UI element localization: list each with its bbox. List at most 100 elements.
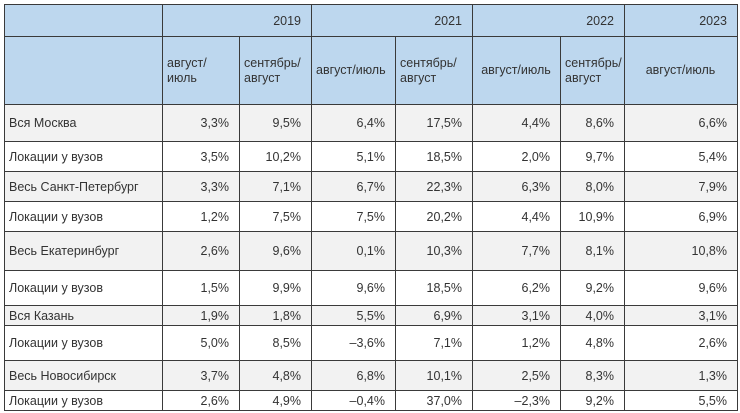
value-cell: 9,2% [560, 390, 625, 411]
value-cell: 4,4% [472, 104, 561, 142]
year-header-2019: 2019 [162, 4, 312, 37]
value-cell: 3,1% [624, 305, 738, 326]
value-cell: 22,3% [395, 171, 473, 202]
period-header: август/июль [624, 36, 738, 105]
row-label: Весь Санкт-Петербург [4, 171, 163, 202]
year-header-2023: 2023 [624, 4, 738, 37]
value-cell: 10,2% [239, 141, 312, 172]
value-cell: 1,2% [472, 325, 561, 361]
value-cell: 9,2% [560, 270, 625, 306]
row-label: Локации у вузов [4, 141, 163, 172]
rent-growth-table: 2019 2021 2022 2023 август/июль сентябрь… [4, 4, 738, 411]
value-cell: 3,1% [472, 305, 561, 326]
value-cell: 8,6% [560, 104, 625, 142]
value-cell: 7,7% [472, 231, 561, 271]
value-cell: 9,6% [624, 270, 738, 306]
table-row: Весь Санкт-Петербург 3,3% 7,1% 6,7% 22,3% 6,3… [4, 171, 738, 202]
value-cell: 3,3% [162, 171, 240, 202]
period-header: сентябрь/ август [560, 36, 625, 105]
value-cell: 9,5% [239, 104, 312, 142]
value-cell: 4,8% [560, 325, 625, 361]
value-cell: 10,9% [560, 201, 625, 232]
row-label-header [4, 36, 163, 105]
value-cell: 9,7% [560, 141, 625, 172]
row-label: Локации у вузов [4, 325, 163, 361]
value-cell: 3,3% [162, 104, 240, 142]
row-label: Весь Новосибирск [4, 360, 163, 391]
value-cell: 37,0% [395, 390, 473, 411]
value-cell: 9,9% [239, 270, 312, 306]
value-cell: 2,6% [162, 390, 240, 411]
value-cell: 0,1% [311, 231, 396, 271]
value-cell: 6,9% [624, 201, 738, 232]
period-header: август/июль [472, 36, 561, 105]
value-cell: 8,3% [560, 360, 625, 391]
value-cell: 8,0% [560, 171, 625, 202]
value-cell: 5,1% [311, 141, 396, 172]
value-cell: 2,6% [624, 325, 738, 361]
value-cell: 5,0% [162, 325, 240, 361]
value-cell: 1,3% [624, 360, 738, 391]
value-cell: 20,2% [395, 201, 473, 232]
value-cell: 10,1% [395, 360, 473, 391]
value-cell: 10,3% [395, 231, 473, 271]
value-cell: 6,7% [311, 171, 396, 202]
value-cell: 7,5% [239, 201, 312, 232]
value-cell: 18,5% [395, 141, 473, 172]
value-cell: 17,5% [395, 104, 473, 142]
value-cell: 4,9% [239, 390, 312, 411]
table-row: Локации у вузов 5,0% 8,5% –3,6% 7,1% 1,2% 4,8%… [4, 325, 738, 361]
value-cell: 9,6% [239, 231, 312, 271]
value-cell: 5,5% [311, 305, 396, 326]
value-cell: 5,4% [624, 141, 738, 172]
period-header: август/июль [311, 36, 396, 105]
value-cell: 3,7% [162, 360, 240, 391]
table-row: Локации у вузов 3,5% 10,2% 5,1% 18,5% 2,0% 9,7… [4, 141, 738, 172]
value-cell: 8,1% [560, 231, 625, 271]
value-cell: 6,6% [624, 104, 738, 142]
value-cell: 10,8% [624, 231, 738, 271]
value-cell: 1,8% [239, 305, 312, 326]
period-header: август/июль [162, 36, 240, 105]
value-cell: 6,9% [395, 305, 473, 326]
table-row: Вся Москва 3,3% 9,5% 6,4% 17,5% 4,4% 8,6% 6,6% [4, 104, 738, 142]
value-cell: 1,9% [162, 305, 240, 326]
value-cell: 7,9% [624, 171, 738, 202]
value-cell: –0,4% [311, 390, 396, 411]
row-label: Локации у вузов [4, 390, 163, 411]
value-cell: 8,5% [239, 325, 312, 361]
table-row: Локации у вузов 1,2% 7,5% 7,5% 20,2% 4,4% 10,9… [4, 201, 738, 232]
value-cell: 7,1% [239, 171, 312, 202]
corner-cell [4, 4, 163, 37]
value-cell: 7,1% [395, 325, 473, 361]
row-label: Локации у вузов [4, 201, 163, 232]
table-row: Локации у вузов 2,6% 4,9% –0,4% 37,0% –2,3% 9,… [4, 390, 738, 411]
value-cell: 4,8% [239, 360, 312, 391]
value-cell: 1,5% [162, 270, 240, 306]
value-cell: 4,0% [560, 305, 625, 326]
value-cell: 2,0% [472, 141, 561, 172]
value-cell: 2,5% [472, 360, 561, 391]
period-header: сентябрь/ август [239, 36, 312, 105]
row-label: Вся Москва [4, 104, 163, 142]
value-cell: 9,6% [311, 270, 396, 306]
value-cell: –3,6% [311, 325, 396, 361]
value-cell: 6,3% [472, 171, 561, 202]
value-cell: 7,5% [311, 201, 396, 232]
year-header-row: 2019 2021 2022 2023 [4, 4, 738, 37]
row-label: Весь Екатеринбург [4, 231, 163, 271]
table-row: Вся Казань 1,9% 1,8% 5,5% 6,9% 3,1% 4,0% 3,1% [4, 305, 738, 326]
row-label: Локации у вузов [4, 270, 163, 306]
value-cell: 3,5% [162, 141, 240, 172]
value-cell: 5,5% [624, 390, 738, 411]
row-label: Вся Казань [4, 305, 163, 326]
value-cell: 4,4% [472, 201, 561, 232]
value-cell: –2,3% [472, 390, 561, 411]
table-row: Локации у вузов 1,5% 9,9% 9,6% 18,5% 6,2% 9,2%… [4, 270, 738, 306]
value-cell: 2,6% [162, 231, 240, 271]
period-header: сентябрь/ август [395, 36, 473, 105]
year-header-2022: 2022 [472, 4, 625, 37]
period-header-row: август/июль сентябрь/ август август/июль… [4, 36, 738, 105]
value-cell: 1,2% [162, 201, 240, 232]
table-row: Весь Екатеринбург 2,6% 9,6% 0,1% 10,3% 7,7% 8,… [4, 231, 738, 271]
